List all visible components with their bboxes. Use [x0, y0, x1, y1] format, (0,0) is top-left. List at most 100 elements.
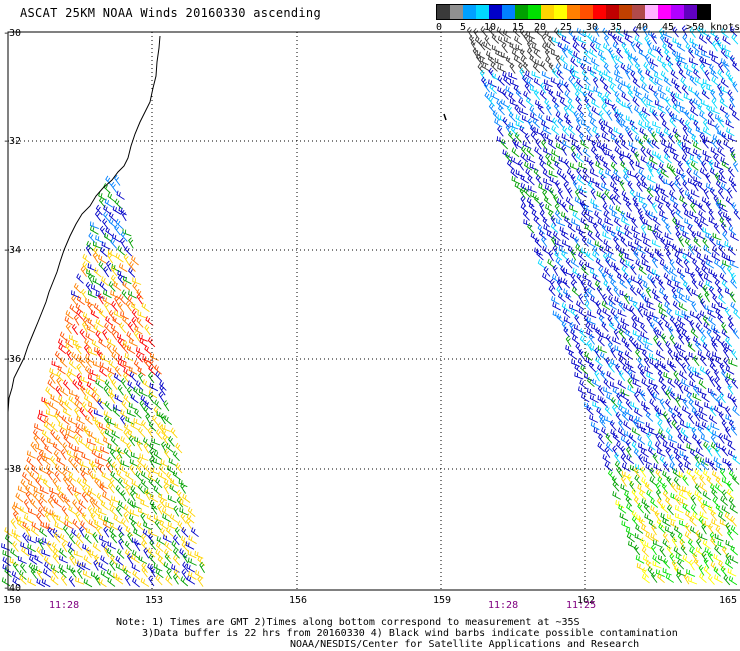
wind-barb: [595, 181, 604, 192]
wind-barb: [108, 310, 116, 321]
wind-barb: [681, 378, 690, 388]
wind-barb: [84, 338, 92, 349]
wind-barb: [714, 35, 721, 46]
wind-barb: [659, 210, 668, 220]
wind-barb: [711, 55, 720, 65]
wind-barb: [157, 555, 166, 567]
wind-barb: [128, 237, 134, 249]
wind-barb: [104, 322, 112, 334]
wind-barb: [667, 142, 677, 152]
wind-barb: [135, 471, 143, 482]
wind-barb: [650, 162, 659, 172]
wind-barb: [64, 497, 71, 508]
wind-barb: [548, 89, 556, 100]
wind-barb: [607, 469, 616, 481]
wind-barb: [637, 435, 646, 445]
wind-barb: [629, 480, 636, 492]
wind-barb: [703, 188, 710, 200]
wind-barb: [45, 522, 55, 531]
wind-barb: [645, 531, 654, 542]
wind-barb: [590, 421, 600, 431]
wind-barb: [95, 379, 104, 389]
wind-barb: [594, 280, 603, 291]
wind-barb: [58, 344, 67, 355]
wind-barb: [672, 300, 681, 311]
wind-barb: [74, 394, 83, 405]
wind-barb: [572, 81, 579, 93]
wind-barb: [579, 379, 588, 390]
wind-barb: [126, 553, 133, 565]
wind-barb: [142, 379, 151, 389]
wind-barb: [90, 571, 100, 580]
wind-barb: [718, 174, 727, 184]
wind-barb: [554, 27, 561, 39]
wind-barb: [111, 301, 118, 312]
wind-barb: [73, 550, 83, 558]
wind-barb: [110, 274, 118, 286]
wind-barb: [515, 114, 525, 124]
wind-barb: [550, 222, 559, 233]
wind-barb: [703, 557, 710, 569]
wind-barb: [25, 485, 33, 496]
wind-barb: [54, 412, 61, 424]
wind-barb: [687, 251, 696, 261]
wind-barb: [598, 118, 605, 130]
wind-barb: [107, 541, 117, 550]
wind-barb: [579, 335, 588, 346]
wind-barb: [28, 562, 36, 574]
wind-barb: [678, 56, 688, 65]
wind-barb: [12, 577, 21, 587]
wind-barb: [636, 562, 646, 572]
wind-barb: [708, 159, 715, 171]
wind-barb: [630, 264, 637, 275]
wind-barb: [708, 414, 718, 424]
wind-barb: [141, 419, 149, 431]
wind-barb: [653, 71, 663, 81]
wind-barb: [609, 381, 619, 390]
wind-barb: [72, 499, 79, 511]
wind-barb: [544, 48, 551, 60]
wind-barb: [87, 374, 97, 383]
wind-barb: [605, 98, 614, 107]
wind-barb: [699, 217, 709, 227]
wind-barb: [530, 124, 538, 136]
wind-barb: [678, 302, 688, 311]
wind-barb: [663, 272, 672, 283]
wind-barb: [541, 33, 547, 45]
wind-barb: [99, 281, 108, 292]
wind-barb: [717, 116, 725, 128]
wind-barb: [140, 478, 149, 489]
wind-barb: [660, 236, 668, 248]
wind-barb: [164, 553, 172, 564]
wind-barb: [687, 223, 695, 235]
wind-barb: [691, 133, 699, 145]
wind-barb: [85, 388, 94, 398]
wind-barb: [138, 333, 148, 342]
wind-barb: [542, 245, 551, 255]
wind-barb: [665, 573, 674, 583]
wind-barb: [585, 251, 594, 261]
wind-barb: [103, 526, 110, 538]
wind-barb: [106, 568, 115, 579]
wind-barb: [717, 83, 723, 95]
wind-barb: [118, 531, 125, 544]
wind-barb: [182, 493, 191, 503]
wind-barb: [721, 322, 728, 334]
wind-barb: [632, 300, 641, 312]
wind-barb: [93, 303, 102, 313]
wind-barb: [684, 531, 693, 542]
wind-barb: [725, 426, 732, 438]
wind-barb: [592, 273, 601, 283]
wind-barb: [602, 252, 610, 264]
wind-barb: [520, 195, 527, 207]
wind-barb: [677, 443, 687, 452]
wind-barb: [632, 418, 639, 430]
wind-barb: [111, 379, 118, 390]
wind-barb: [108, 281, 116, 292]
wind-barb: [111, 495, 121, 504]
legend-swatch: [645, 5, 658, 19]
wind-barb: [10, 518, 17, 530]
wind-barb: [105, 175, 113, 187]
wind-barb: [20, 541, 30, 550]
wind-barb: [710, 89, 717, 100]
